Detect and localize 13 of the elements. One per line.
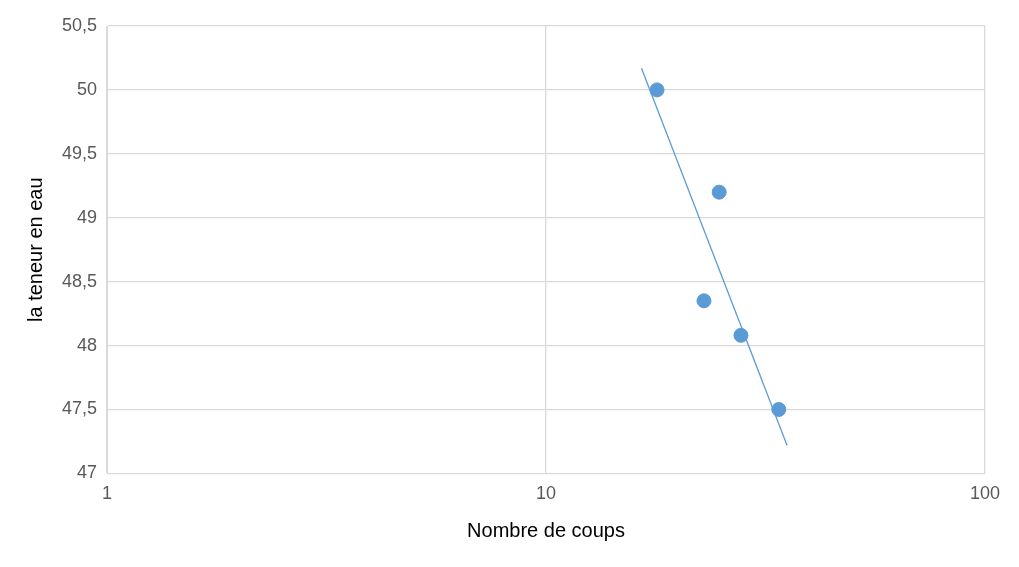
y-tick-label: 49,5 — [61, 142, 98, 163]
x-tick-label: 10 — [536, 483, 557, 504]
y-tick-label: 50,5 — [61, 14, 98, 35]
x-tick-label: 100 — [969, 483, 1001, 504]
y-tick-label: 50 — [77, 78, 98, 99]
y-tick-label: 48,5 — [61, 270, 98, 291]
y-axis-title: la teneur en eau — [23, 177, 46, 322]
x-axis-title: Nombre de coups — [467, 518, 625, 541]
y-tick-label: 48 — [77, 334, 98, 355]
y-tick-label: 49 — [77, 206, 98, 227]
y-tick-label: 47 — [77, 462, 98, 483]
x-tick-label: 1 — [102, 483, 113, 504]
y-tick-label: 47,5 — [61, 398, 98, 419]
